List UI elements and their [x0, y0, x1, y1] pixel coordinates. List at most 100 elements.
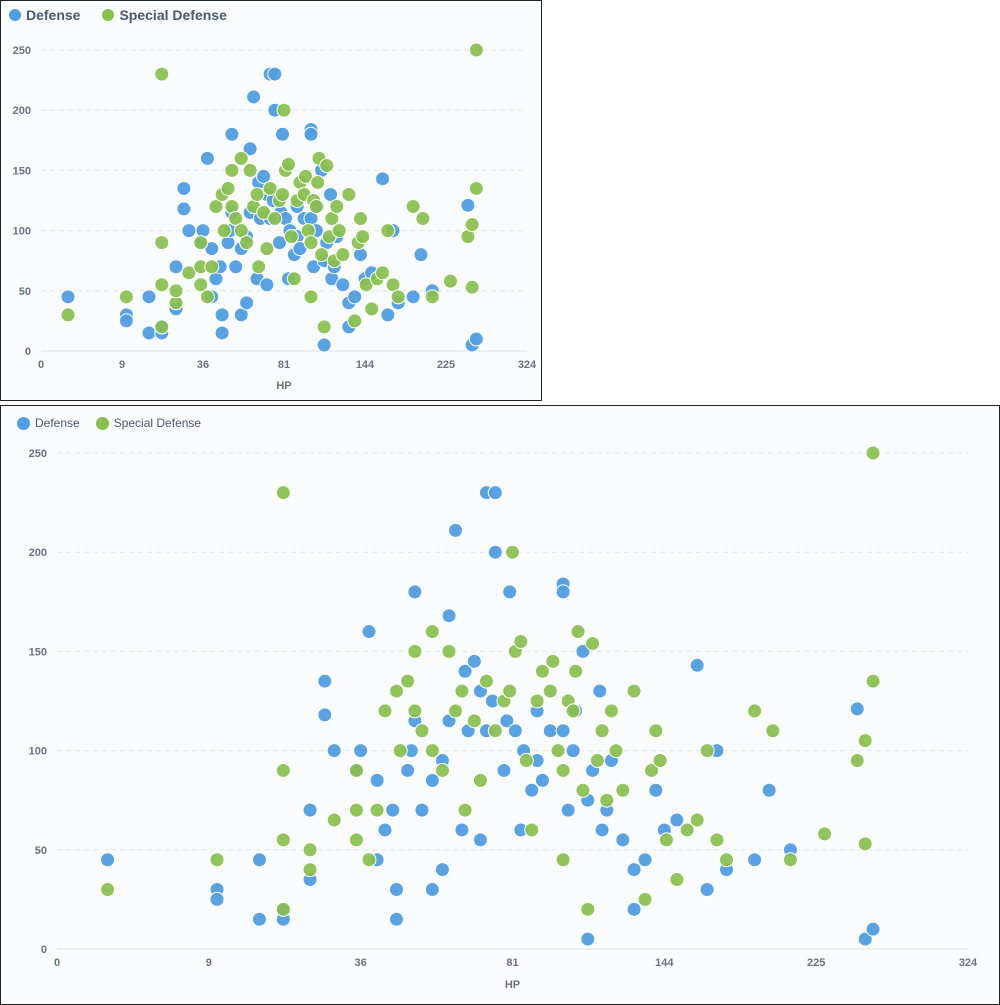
data-point[interactable] [555, 723, 571, 739]
data-point[interactable] [603, 703, 619, 719]
data-point[interactable] [302, 862, 318, 878]
data-point[interactable] [594, 822, 610, 838]
data-point[interactable] [154, 277, 170, 293]
data-point[interactable] [441, 608, 457, 624]
data-point[interactable] [267, 211, 283, 227]
data-point[interactable] [626, 683, 642, 699]
data-point[interactable] [575, 782, 591, 798]
data-point[interactable] [256, 168, 272, 184]
data-point[interactable] [100, 852, 116, 868]
data-point[interactable] [283, 229, 299, 245]
data-point[interactable] [249, 186, 265, 202]
data-point[interactable] [542, 683, 558, 699]
data-point[interactable] [375, 171, 391, 187]
data-point[interactable] [460, 197, 476, 213]
data-point[interactable] [310, 174, 326, 190]
data-point[interactable] [580, 901, 596, 917]
data-point[interactable] [502, 584, 518, 600]
data-point[interactable] [214, 325, 230, 341]
data-point[interactable] [599, 792, 615, 808]
data-point[interactable] [442, 273, 458, 289]
data-point[interactable] [168, 259, 184, 275]
data-point[interactable] [594, 723, 610, 739]
data-point[interactable] [326, 743, 342, 759]
data-point[interactable] [496, 762, 512, 778]
data-point[interactable] [689, 812, 705, 828]
data-point[interactable] [251, 911, 267, 927]
data-point[interactable] [390, 289, 406, 305]
data-point[interactable] [857, 836, 873, 852]
data-point[interactable] [193, 277, 209, 293]
data-point[interactable] [502, 683, 518, 699]
data-point[interactable] [118, 289, 134, 305]
data-point[interactable] [319, 158, 335, 174]
data-point[interactable] [466, 713, 482, 729]
data-point[interactable] [565, 743, 581, 759]
data-point[interactable] [317, 673, 333, 689]
data-point[interactable] [589, 753, 605, 769]
data-point[interactable] [214, 307, 230, 323]
data-point[interactable] [208, 199, 224, 215]
data-point[interactable] [233, 150, 249, 166]
data-point[interactable] [568, 663, 584, 679]
data-point[interactable] [118, 313, 134, 329]
data-point[interactable] [648, 723, 664, 739]
data-point[interactable] [181, 223, 197, 239]
data-point[interactable] [585, 635, 601, 651]
data-point[interactable] [154, 235, 170, 251]
data-point[interactable] [518, 753, 534, 769]
data-point[interactable] [209, 852, 225, 868]
data-point[interactable] [335, 247, 351, 263]
data-point[interactable] [204, 259, 220, 275]
data-point[interactable] [565, 703, 581, 719]
data-point[interactable] [286, 271, 302, 287]
data-point[interactable] [865, 921, 881, 937]
data-point[interactable] [274, 186, 290, 202]
data-point[interactable] [389, 683, 405, 699]
data-point[interactable] [747, 703, 763, 719]
data-point[interactable] [699, 881, 715, 897]
data-point[interactable] [275, 485, 291, 501]
data-point[interactable] [652, 753, 668, 769]
data-point[interactable] [472, 832, 488, 848]
data-point[interactable] [555, 584, 571, 600]
legend-item-defense[interactable]: Defense [9, 7, 80, 23]
data-point[interactable] [524, 782, 540, 798]
data-point[interactable] [176, 180, 192, 196]
data-point[interactable] [466, 653, 482, 669]
data-point[interactable] [699, 743, 715, 759]
data-point[interactable] [154, 66, 170, 82]
data-point[interactable] [275, 762, 291, 778]
data-point[interactable] [347, 313, 363, 329]
data-point[interactable] [199, 289, 215, 305]
data-point[interactable] [361, 852, 377, 868]
data-point[interactable] [555, 762, 571, 778]
data-point[interactable] [513, 633, 529, 649]
data-point[interactable] [389, 911, 405, 927]
data-point[interactable] [524, 822, 540, 838]
data-point[interactable] [405, 199, 421, 215]
data-point[interactable] [267, 66, 283, 82]
data-point[interactable] [468, 180, 484, 196]
data-point[interactable] [615, 832, 631, 848]
data-point[interactable] [545, 653, 561, 669]
data-point[interactable] [457, 663, 473, 679]
data-point[interactable] [487, 485, 503, 501]
data-point[interactable] [348, 802, 364, 818]
data-point[interactable] [454, 683, 470, 699]
data-point[interactable] [348, 762, 364, 778]
data-point[interactable] [341, 186, 357, 202]
data-point[interactable] [857, 931, 873, 947]
data-point[interactable] [592, 683, 608, 699]
data-point[interactable] [224, 162, 240, 178]
data-point[interactable] [747, 852, 763, 868]
data-point[interactable] [335, 277, 351, 293]
data-point[interactable] [246, 89, 262, 105]
data-point[interactable] [224, 126, 240, 142]
data-point[interactable] [575, 643, 591, 659]
data-point[interactable] [209, 891, 225, 907]
data-point[interactable] [555, 852, 571, 868]
data-point[interactable] [637, 891, 653, 907]
data-point[interactable] [487, 544, 503, 560]
data-point[interactable] [648, 782, 664, 798]
